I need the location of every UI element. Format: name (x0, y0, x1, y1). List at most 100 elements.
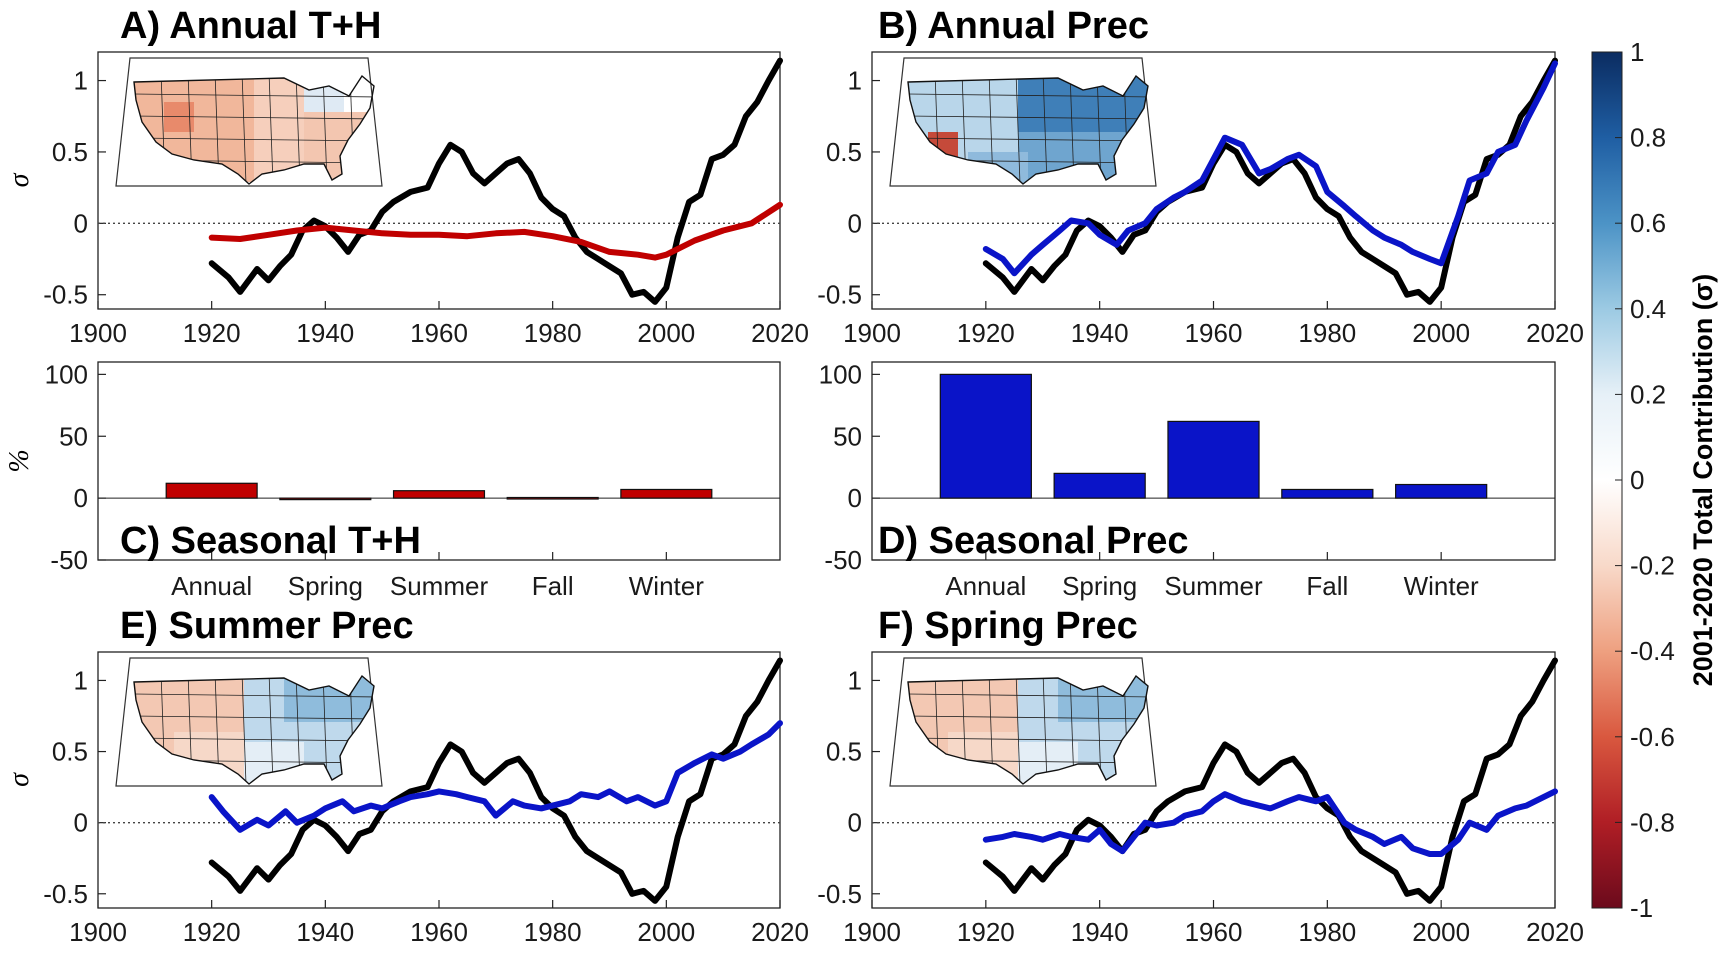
bar (165, 482, 258, 499)
series-line-black (208, 57, 783, 305)
x-tick-label: 1920 (957, 318, 1015, 348)
panel-title: E) Summer Prec (120, 605, 414, 647)
inset-map-outline (133, 674, 375, 785)
panel-title: C) Seasonal T+H (120, 520, 421, 562)
inset-map-outline (907, 74, 1149, 185)
panel-c: -50 0 50 100% Annual Spring Summer Fall Winter C)… (4, 359, 781, 601)
x-tick-label: 1980 (1298, 318, 1356, 348)
y-tick-label: -0.5 (43, 879, 88, 909)
inset-map-e (115, 657, 383, 787)
x-tick-label: 1920 (957, 917, 1015, 947)
x-tick-label: 1920 (183, 318, 241, 348)
category-label: Summer (1164, 571, 1263, 601)
category-label: Spring (288, 571, 363, 601)
y-tick-label: 0 (74, 808, 88, 838)
x-tick-label: 1960 (410, 318, 468, 348)
x-tick-label: 1960 (1185, 917, 1243, 947)
bar (1053, 472, 1146, 499)
panel-d: -50 0 50 100 Annual Spring Summer Fall Winter D) … (819, 359, 1556, 601)
colorbar-tick-label: 1 (1630, 37, 1644, 67)
axes-box-c (97, 361, 781, 561)
inset-map-b (889, 57, 1157, 187)
bar (620, 488, 713, 499)
category-label: Fall (1306, 571, 1348, 601)
y-tick-label: 1 (74, 665, 88, 695)
y-tick-label: 1 (848, 66, 862, 96)
bar (939, 373, 1032, 499)
colorbar-tick-label: 0.2 (1630, 379, 1666, 409)
y-tick-label: 0.5 (826, 137, 862, 167)
bar (392, 490, 486, 499)
series-line-black (982, 657, 1558, 904)
panel-f: -0.5 0 0.5 1 1900 1920 1940 1960 1980 2000 2020 F) … (817, 605, 1584, 947)
inset-map-f (889, 657, 1157, 787)
y-tick-label: 0.5 (52, 137, 88, 167)
colorbar-tick-label: 0.4 (1630, 294, 1666, 324)
y-tick-label: 0 (848, 808, 862, 838)
bar (1167, 420, 1260, 499)
x-tick-label: 1940 (1071, 318, 1129, 348)
panel-a: -0.5 0 0.5 1 σ 1900 1920 1940 1960 1980 2000 2020 A)… (4, 5, 809, 348)
x-tick-label: 1960 (410, 917, 468, 947)
x-tick-label: 2000 (1412, 318, 1470, 348)
y-tick-label: 50 (833, 421, 862, 451)
x-tick-label: 1900 (69, 917, 127, 947)
series-line-blue (982, 60, 1558, 277)
colorbar-tick-label: 0.6 (1630, 208, 1666, 238)
x-tick-label: 1980 (524, 917, 582, 947)
series-line-blue (982, 788, 1558, 857)
y-tick-label: -0.5 (817, 879, 862, 909)
colorbar-tick-label: 0.8 (1630, 123, 1666, 153)
x-tick-label: 2020 (751, 318, 809, 348)
series-line-blue (208, 720, 783, 833)
x-tick-label: 2020 (751, 917, 809, 947)
colorbar-tick-label: -0.8 (1630, 807, 1675, 837)
y-tick-label: 1 (74, 66, 88, 96)
x-tick-label: 1900 (843, 318, 901, 348)
panel-b: -0.5 0 0.5 1 1900 1920 1940 1960 1980 2000 2020 B) … (817, 5, 1584, 348)
colorbar-tick-label: 0 (1630, 465, 1644, 495)
panel-title: F) Spring Prec (878, 605, 1138, 647)
inset-map-a (115, 57, 383, 187)
x-tick-label: 1920 (183, 917, 241, 947)
series-line-red (208, 201, 783, 261)
bar (1281, 488, 1374, 499)
panel-title: D) Seasonal Prec (878, 520, 1188, 562)
y-tick-label: 100 (45, 359, 88, 389)
colorbar: 1 0.8 0.6 0.4 0.2 0 -0.2 -0.4 -0.6 -0.8 -1 2001-202… (1591, 37, 1718, 923)
y-tick-label: 100 (819, 359, 862, 389)
x-tick-label: 2000 (1412, 917, 1470, 947)
y-tick-label: 0.5 (826, 737, 862, 767)
y-tick-label: -0.5 (43, 280, 88, 310)
category-label: Annual (171, 571, 252, 601)
colorbar-tick-label: -0.4 (1630, 636, 1675, 666)
panel-title: A) Annual T+H (120, 5, 381, 47)
y-tick-label: -50 (50, 545, 88, 575)
category-label: Fall (532, 571, 574, 601)
x-tick-label: 1980 (524, 318, 582, 348)
y-tick-label: 0 (848, 208, 862, 238)
category-label: Annual (945, 571, 1026, 601)
panel-e: -0.5 0 0.5 1 σ 1900 1920 1940 1960 1980 2000 2020 E)… (4, 605, 809, 947)
panel-title: B) Annual Prec (878, 5, 1149, 47)
category-label: Summer (390, 571, 489, 601)
y-tick-label: 0.5 (52, 737, 88, 767)
y-axis-label: % (4, 449, 35, 472)
x-tick-label: 1900 (843, 917, 901, 947)
x-tick-label: 1940 (296, 917, 354, 947)
y-tick-label: -0.5 (817, 280, 862, 310)
y-tick-label: 0 (848, 483, 862, 513)
inset-map-outline (907, 674, 1149, 785)
x-tick-label: 1940 (1071, 917, 1129, 947)
x-tick-label: 1940 (296, 318, 354, 348)
x-tick-label: 2020 (1526, 318, 1584, 348)
x-tick-label: 1900 (69, 318, 127, 348)
category-label: Winter (1404, 571, 1479, 601)
bar (506, 496, 599, 500)
colorbar-tick-label: -1 (1630, 893, 1653, 923)
inset-map-outline (133, 74, 375, 185)
x-tick-label: 1980 (1298, 917, 1356, 947)
y-axis-label: σ (4, 172, 35, 187)
category-label: Winter (629, 571, 704, 601)
